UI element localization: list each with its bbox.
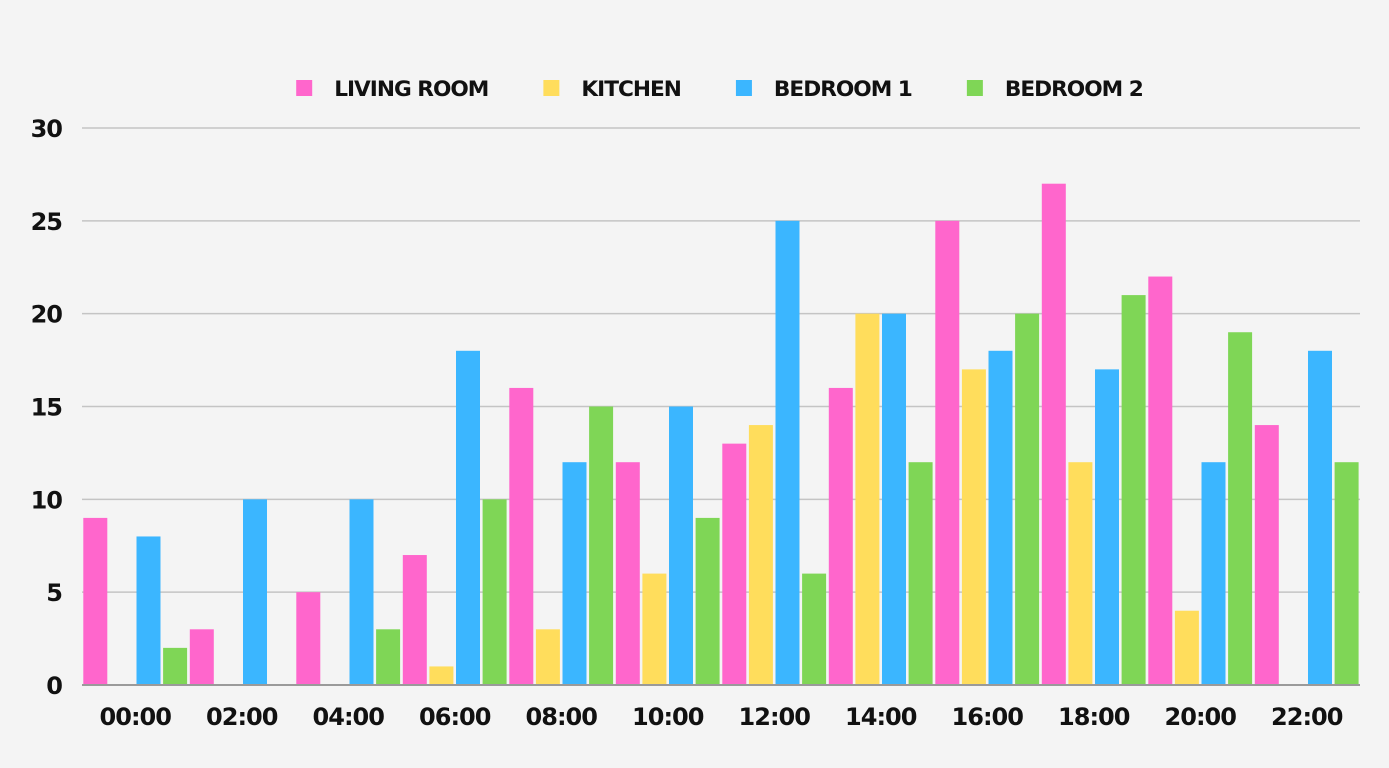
legend-label-living-room: LIVING ROOM	[334, 77, 488, 102]
bar-bedroom-2-20-00	[1228, 332, 1253, 685]
bar-bedroom-1-16-00	[988, 350, 1013, 685]
bar-bedroom-2-18-00	[1121, 295, 1146, 685]
bar-living-room-04-00	[296, 592, 321, 685]
x-tick-label-00-00: 00:00	[100, 703, 172, 731]
legend-item-bedroom-1: BEDROOM 1	[735, 77, 913, 102]
gridlines	[82, 127, 1360, 593]
bar-bedroom-1-14-00	[882, 313, 906, 685]
bar-living-room-12-00	[722, 443, 747, 685]
bar-kitchen-18-00	[1068, 462, 1093, 685]
bar-living-room-02-00	[189, 629, 214, 685]
x-tick-label-08-00: 08:00	[526, 703, 598, 731]
bar-bedroom-2-08-00	[589, 406, 614, 685]
bar-living-room-20-00	[1148, 276, 1173, 685]
legend-item-bedroom-2: BEDROOM 2	[966, 77, 1144, 102]
bar-living-room-14-00	[828, 387, 853, 685]
bar-living-room-18-00	[1041, 183, 1066, 685]
bar-bedroom-1-10-00	[669, 406, 693, 685]
legend-swatch-kitchen	[543, 80, 560, 96]
legend-swatch-bedroom-2	[966, 80, 983, 96]
bar-bedroom-2-14-00	[908, 462, 933, 685]
bar-bedroom-1-12-00	[775, 220, 800, 686]
bar-living-room-00-00	[83, 517, 108, 685]
legend-item-living-room: LIVING ROOM	[296, 77, 489, 102]
legend-label-bedroom-1: BEDROOM 1	[774, 77, 912, 102]
x-tick-label-04-00: 04:00	[313, 703, 385, 731]
legend-swatch-living-room	[296, 80, 313, 96]
bar-bedroom-1-20-00	[1201, 462, 1226, 685]
bar-bedroom-1-06-00	[456, 350, 480, 685]
y-tick-label-20: 20	[31, 301, 63, 329]
x-tick-label-10-00: 10:00	[632, 703, 704, 731]
x-tick-label-22-00: 22:00	[1271, 703, 1343, 731]
bar-kitchen-06-00	[429, 666, 454, 685]
y-tick-label-5: 5	[46, 579, 62, 607]
x-tick-label-14-00: 14:00	[845, 703, 917, 731]
x-tick-label-20-00: 20:00	[1165, 703, 1237, 731]
bar-living-room-10-00	[615, 462, 640, 685]
bar-bedroom-1-18-00	[1095, 369, 1119, 685]
x-tick-label-02-00: 02:00	[206, 703, 278, 731]
legend-swatch-bedroom-1	[735, 80, 752, 96]
bar-kitchen-20-00	[1174, 610, 1199, 685]
bar-bedroom-2-16-00	[1015, 313, 1040, 685]
bar-kitchen-08-00	[535, 629, 560, 685]
legend-label-kitchen: KITCHEN	[581, 77, 681, 102]
bar-bedroom-2-06-00	[482, 499, 507, 685]
bar-living-room-16-00	[935, 220, 960, 686]
bar-bedroom-2-10-00	[695, 517, 720, 685]
bar-kitchen-12-00	[748, 425, 773, 685]
bar-bedroom-1-08-00	[562, 462, 587, 685]
bar-kitchen-14-00	[855, 313, 880, 685]
bar-bedroom-1-00-00	[136, 536, 161, 685]
y-tick-label-10: 10	[31, 486, 63, 514]
bar-bedroom-2-12-00	[802, 573, 827, 685]
y-tick-label-15: 15	[31, 394, 63, 422]
bar-bedroom-2-22-00	[1334, 462, 1359, 685]
bar-living-room-06-00	[402, 555, 427, 685]
bar-bedroom-1-22-00	[1308, 350, 1332, 685]
y-axis-ticks: 0 5 10 15 20 25 30	[31, 115, 64, 700]
y-tick-label-25: 25	[31, 208, 63, 236]
legend-label-bedroom-2: BEDROOM 2	[1005, 77, 1143, 102]
x-tick-label-06-00: 06:00	[419, 703, 491, 731]
x-tick-label-18-00: 18:00	[1058, 703, 1130, 731]
bars	[83, 183, 1359, 686]
bar-kitchen-10-00	[642, 573, 667, 685]
bar-living-room-08-00	[509, 387, 534, 685]
x-tick-label-12-00: 12:00	[739, 703, 811, 731]
legend-item-kitchen: KITCHEN	[543, 77, 682, 102]
y-tick-label-30: 30	[31, 115, 63, 143]
bar-living-room-22-00	[1254, 425, 1279, 685]
bar-bedroom-1-02-00	[243, 499, 267, 685]
legend: LIVING ROOM KITCHEN BEDROOM 1 BEDROOM 2	[296, 77, 1144, 102]
x-axis-ticks: 00:00 02:00 04:00 06:00 08:00 10:00 12:00 14:00…	[100, 703, 1344, 731]
x-tick-label-16-00: 16:00	[952, 703, 1024, 731]
bar-kitchen-16-00	[961, 369, 986, 685]
y-tick-label-0: 0	[46, 672, 62, 700]
bar-bedroom-1-04-00	[349, 499, 374, 685]
bar-bedroom-2-04-00	[376, 629, 401, 685]
bar-bedroom-2-00-00	[163, 647, 188, 685]
